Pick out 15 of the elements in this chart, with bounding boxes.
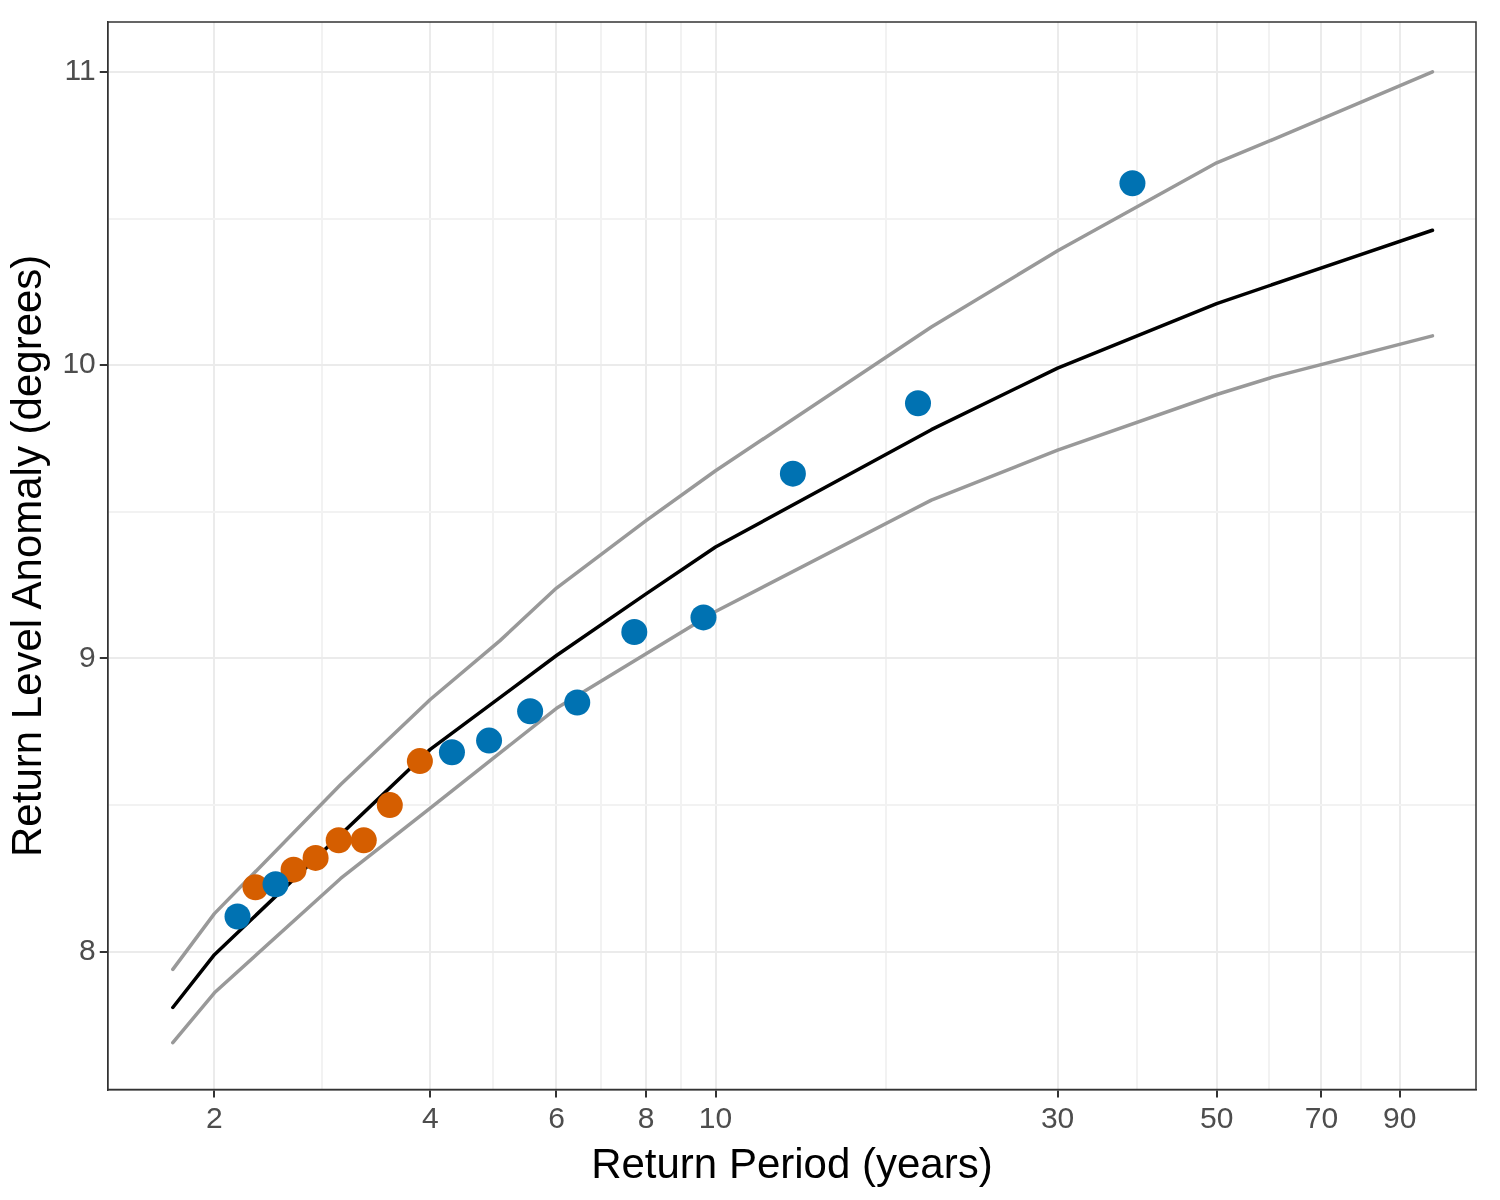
x-tick-label: 4	[421, 1100, 439, 1134]
y-tick-label: 10	[62, 346, 96, 380]
x-tick-label: 2	[206, 1100, 223, 1134]
x-tick-label: 90	[1382, 1100, 1417, 1134]
x-tick-label: 50	[1199, 1100, 1234, 1134]
x-tick-label: 6	[548, 1100, 565, 1134]
y-tick-label: 9	[79, 639, 96, 673]
y-tick-label: 8	[79, 933, 96, 967]
x-tick-label: 8	[637, 1100, 655, 1134]
x-axis-title: Return Period (years)	[591, 1140, 993, 1188]
x-tick-label: 30	[1040, 1100, 1075, 1134]
y-axis-title: Return Level Anomaly (degrees)	[2, 254, 50, 857]
x-tick-label: 10	[698, 1100, 733, 1134]
y-tick-label: 11	[64, 53, 96, 87]
x-tick-label: 70	[1304, 1100, 1339, 1134]
